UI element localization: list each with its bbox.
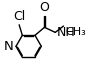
- Text: Cl: Cl: [13, 10, 25, 23]
- Text: O: O: [40, 1, 49, 14]
- Text: NH: NH: [57, 26, 76, 39]
- Text: CH₃: CH₃: [65, 27, 86, 37]
- Text: N: N: [4, 40, 14, 53]
